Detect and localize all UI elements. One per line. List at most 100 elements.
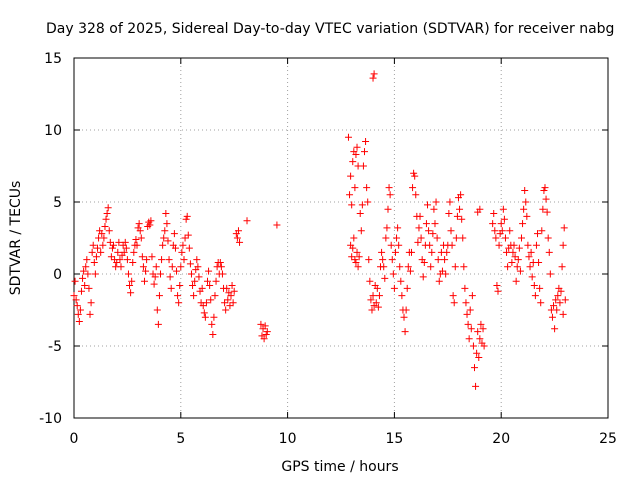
y-axis-label: SDTVAR / TECUs [8,181,24,296]
data-point [75,318,83,326]
data-point [428,248,436,256]
data-point [362,138,370,146]
x-tick-label: 25 [599,431,617,447]
data-point [402,306,410,314]
x-axis-label: GPS time / hours [281,459,398,475]
data-point [127,289,135,297]
y-tick-label: -5 [48,339,62,355]
data-point [143,256,151,264]
data-point [548,313,556,321]
data-point [212,277,220,285]
data-point [77,287,85,295]
data-point [490,210,498,218]
data-point [360,148,368,156]
data-point [500,215,508,223]
data-point [443,248,451,256]
data-point [137,234,145,242]
data-point [473,349,481,357]
data-point [230,287,238,295]
data-point [420,258,428,266]
data-point [189,282,197,290]
data-point [469,342,477,350]
data-point [364,198,372,206]
data-point [448,241,456,249]
data-point [397,277,405,285]
data-point [471,364,478,372]
data-point [348,201,356,209]
data-point [224,296,232,304]
data-point [160,234,168,242]
data-point [155,292,163,300]
data-point [170,230,178,238]
data-point [411,172,419,180]
y-tick-label: 5 [53,195,62,211]
data-point [349,244,357,252]
data-point [263,328,271,336]
data-point [183,212,191,220]
data-point [559,310,567,318]
data-point [135,220,143,228]
data-point [422,220,430,228]
data-point [171,244,179,252]
data-point [105,227,113,235]
data-point [412,191,420,199]
data-point [174,292,182,300]
data-point [435,277,443,285]
data-point [159,241,167,249]
grid-lines [74,58,608,418]
data-point [509,248,517,256]
data-point [501,234,509,242]
data-point [180,256,188,264]
data-point [151,273,159,281]
data-point [167,284,175,292]
data-point [236,238,244,246]
data-point [543,208,551,216]
data-point [363,184,371,192]
data-point [472,382,480,390]
data-point [82,263,90,271]
data-point [93,244,101,252]
data-point [84,270,92,278]
data-point [434,256,442,264]
data-point [80,267,88,275]
data-point [104,204,112,212]
data-point [194,263,202,271]
data-point [216,258,224,266]
data-point [534,230,542,238]
y-tick-label: 10 [44,123,62,139]
data-point [510,241,518,249]
data-point [468,292,476,300]
data-point [353,143,361,151]
x-tick-label: 0 [70,431,79,447]
data-point [391,248,399,256]
data-point [124,270,132,278]
data-point [161,227,169,235]
data-point [477,320,485,328]
data-point [532,241,540,249]
data-point [374,303,382,311]
data-point [90,258,98,266]
data-point [120,248,128,256]
data-point [508,258,516,266]
data-point [476,205,484,213]
data-point [207,296,215,304]
data-point [195,273,203,281]
data-point [79,274,87,282]
data-point [83,256,91,264]
data-point [442,270,450,278]
data-point [506,227,514,235]
data-point [210,313,218,321]
data-point [511,253,519,261]
data-point [352,258,360,266]
data-point [106,238,114,246]
data-point [542,195,550,203]
data-point [243,217,251,225]
data-point [492,234,500,242]
data-point [537,299,545,307]
data-point [438,267,446,275]
data-point [74,310,82,318]
data-point [403,284,411,292]
data-point [122,244,130,252]
data-point [353,248,361,256]
data-point [208,320,216,328]
